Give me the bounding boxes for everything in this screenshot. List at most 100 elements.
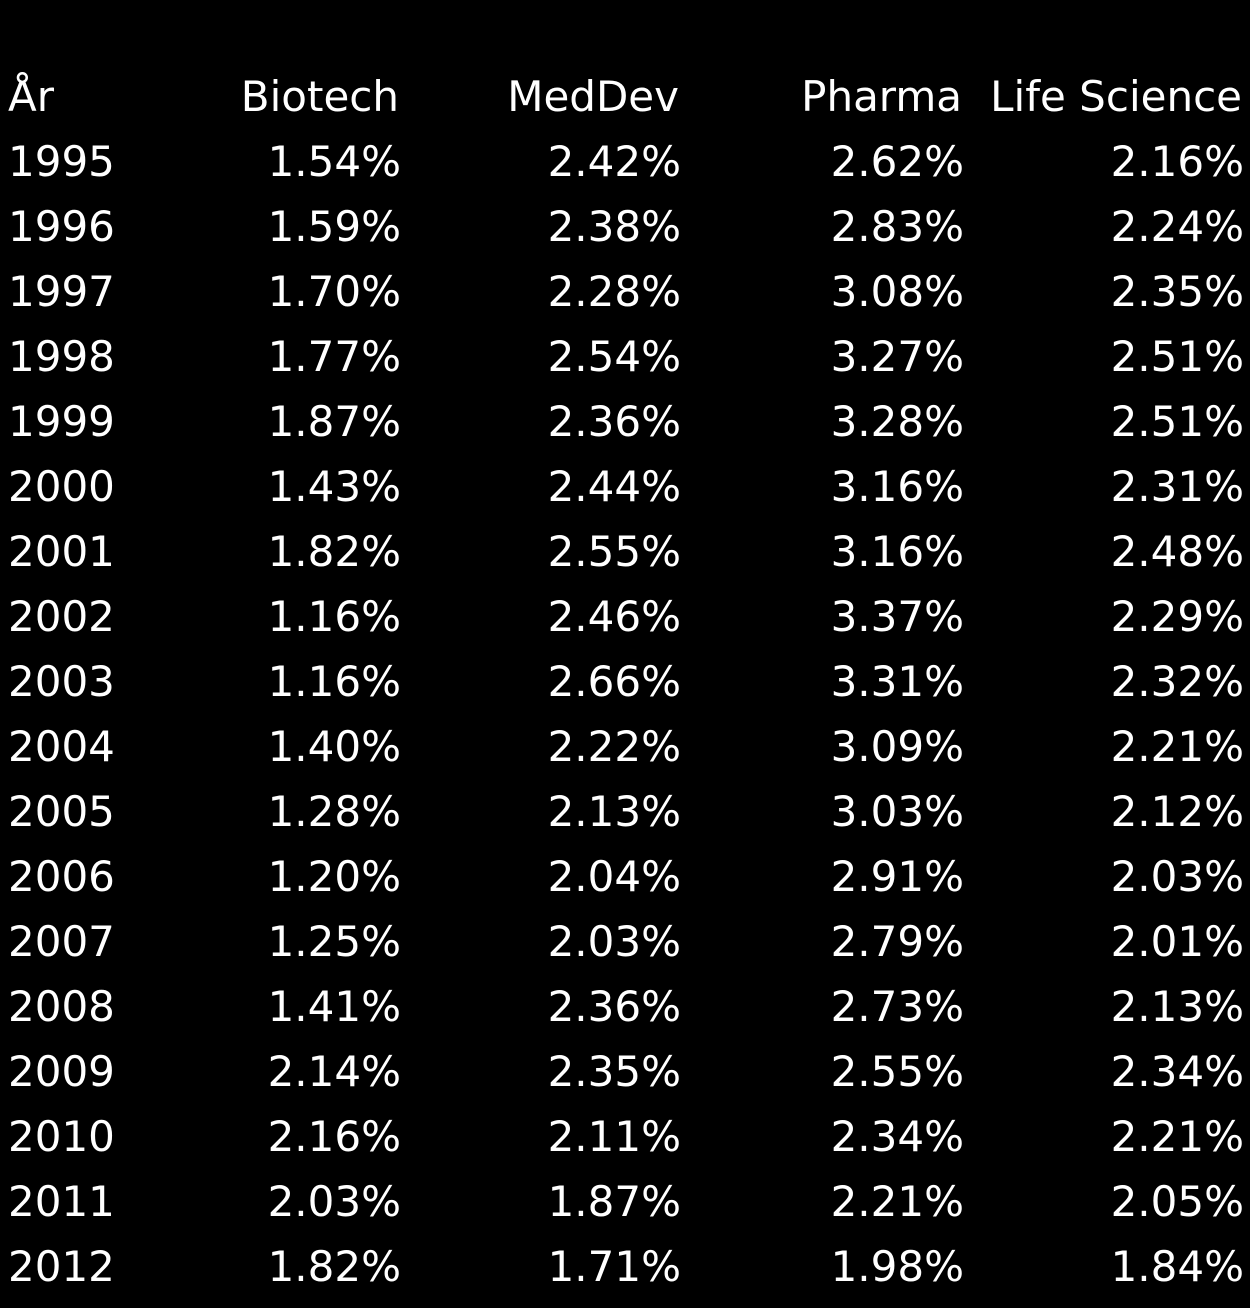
table-row: 2001 1.82% 2.55% 3.16% 2.48% <box>0 519 1250 584</box>
table-row: 1996 1.59% 2.38% 2.83% 2.24% <box>0 194 1250 259</box>
cell-meddev: 2.66% <box>547 657 681 706</box>
cell-meddev: 2.42% <box>547 137 681 186</box>
cell-life-science: 2.29% <box>1110 592 1244 641</box>
cell-year: 2008 <box>8 982 115 1031</box>
table-row: 2006 1.20% 2.04% 2.91% 2.03% <box>0 844 1250 909</box>
cell-life-science: 2.01% <box>1110 917 1244 966</box>
cell-biotech: 1.82% <box>267 527 401 576</box>
column-header-biotech: Biotech <box>240 72 399 121</box>
table-row: 2008 1.41% 2.36% 2.73% 2.13% <box>0 974 1250 1039</box>
table-row: 2005 1.28% 2.13% 3.03% 2.12% <box>0 779 1250 844</box>
cell-pharma: 2.73% <box>830 982 964 1031</box>
cell-life-science: 2.35% <box>1110 267 1244 316</box>
cell-life-science: 2.12% <box>1110 787 1244 836</box>
cell-pharma: 3.16% <box>830 462 964 511</box>
cell-life-science: 2.48% <box>1110 527 1244 576</box>
cell-biotech: 1.20% <box>267 852 401 901</box>
cell-life-science: 1.84% <box>1110 1242 1244 1291</box>
cell-pharma: 2.83% <box>830 202 964 251</box>
table-row: 2009 2.14% 2.35% 2.55% 2.34% <box>0 1039 1250 1104</box>
cell-biotech: 1.87% <box>267 397 401 446</box>
cell-life-science: 2.21% <box>1110 1112 1244 1161</box>
cell-pharma: 2.55% <box>830 1047 964 1096</box>
cell-pharma: 3.28% <box>830 397 964 446</box>
cell-pharma: 3.16% <box>830 527 964 576</box>
cell-biotech: 1.59% <box>267 202 401 251</box>
cell-life-science: 2.51% <box>1110 332 1244 381</box>
cell-pharma: 2.79% <box>830 917 964 966</box>
data-table: År Biotech MedDev Pharma Life Science 19… <box>0 64 1250 1299</box>
cell-life-science: 2.21% <box>1110 722 1244 771</box>
cell-year: 2000 <box>8 462 115 511</box>
cell-biotech: 1.77% <box>267 332 401 381</box>
column-header-year: År <box>8 72 54 121</box>
cell-biotech: 1.82% <box>267 1242 401 1291</box>
cell-biotech: 1.25% <box>267 917 401 966</box>
cell-life-science: 2.16% <box>1110 137 1244 186</box>
cell-meddev: 2.04% <box>547 852 681 901</box>
cell-meddev: 2.22% <box>547 722 681 771</box>
cell-meddev: 2.46% <box>547 592 681 641</box>
cell-biotech: 1.28% <box>267 787 401 836</box>
cell-year: 1996 <box>8 202 115 251</box>
cell-year: 2009 <box>8 1047 115 1096</box>
cell-biotech: 1.43% <box>267 462 401 511</box>
table-row: 1995 1.54% 2.42% 2.62% 2.16% <box>0 129 1250 194</box>
table-row: 2000 1.43% 2.44% 3.16% 2.31% <box>0 454 1250 519</box>
cell-meddev: 2.38% <box>547 202 681 251</box>
cell-meddev: 2.03% <box>547 917 681 966</box>
cell-meddev: 2.55% <box>547 527 681 576</box>
table-row: 2003 1.16% 2.66% 3.31% 2.32% <box>0 649 1250 714</box>
cell-biotech: 1.16% <box>267 592 401 641</box>
cell-life-science: 2.24% <box>1110 202 1244 251</box>
cell-biotech: 1.40% <box>267 722 401 771</box>
cell-biotech: 2.14% <box>267 1047 401 1096</box>
column-header-life-science: Life Science <box>990 72 1242 121</box>
table-row: 2004 1.40% 2.22% 3.09% 2.21% <box>0 714 1250 779</box>
cell-meddev: 2.11% <box>547 1112 681 1161</box>
cell-pharma: 2.62% <box>830 137 964 186</box>
cell-life-science: 2.51% <box>1110 397 1244 446</box>
table-row: 2010 2.16% 2.11% 2.34% 2.21% <box>0 1104 1250 1169</box>
cell-meddev: 2.36% <box>547 982 681 1031</box>
cell-meddev: 2.54% <box>547 332 681 381</box>
table-row: 1998 1.77% 2.54% 3.27% 2.51% <box>0 324 1250 389</box>
cell-biotech: 1.16% <box>267 657 401 706</box>
table-header-row: År Biotech MedDev Pharma Life Science <box>0 64 1250 129</box>
cell-life-science: 2.34% <box>1110 1047 1244 1096</box>
column-header-pharma: Pharma <box>801 72 962 121</box>
cell-year: 2010 <box>8 1112 115 1161</box>
cell-year: 1998 <box>8 332 115 381</box>
cell-year: 1995 <box>8 137 115 186</box>
cell-pharma: 3.27% <box>830 332 964 381</box>
cell-pharma: 3.09% <box>830 722 964 771</box>
cell-biotech: 2.16% <box>267 1112 401 1161</box>
cell-life-science: 2.03% <box>1110 852 1244 901</box>
cell-meddev: 1.71% <box>547 1242 681 1291</box>
cell-meddev: 2.35% <box>547 1047 681 1096</box>
cell-pharma: 2.91% <box>830 852 964 901</box>
cell-biotech: 1.70% <box>267 267 401 316</box>
cell-meddev: 1.87% <box>547 1177 681 1226</box>
table-row: 2011 2.03% 1.87% 2.21% 2.05% <box>0 1169 1250 1234</box>
cell-meddev: 2.13% <box>547 787 681 836</box>
cell-biotech: 1.54% <box>267 137 401 186</box>
cell-pharma: 3.37% <box>830 592 964 641</box>
cell-year: 2012 <box>8 1242 115 1291</box>
table-body: 1995 1.54% 2.42% 2.62% 2.16% 1996 1.59% 2.38% 2.… <box>0 129 1250 1299</box>
table-row: 2002 1.16% 2.46% 3.37% 2.29% <box>0 584 1250 649</box>
table-row: 2012 1.82% 1.71% 1.98% 1.84% <box>0 1234 1250 1299</box>
cell-year: 1997 <box>8 267 115 316</box>
cell-biotech: 2.03% <box>267 1177 401 1226</box>
table-row: 2007 1.25% 2.03% 2.79% 2.01% <box>0 909 1250 974</box>
cell-year: 2005 <box>8 787 115 836</box>
cell-life-science: 2.31% <box>1110 462 1244 511</box>
cell-pharma: 1.98% <box>830 1242 964 1291</box>
cell-biotech: 1.41% <box>267 982 401 1031</box>
cell-life-science: 2.05% <box>1110 1177 1244 1226</box>
cell-year: 2003 <box>8 657 115 706</box>
cell-year: 2004 <box>8 722 115 771</box>
cell-life-science: 2.32% <box>1110 657 1244 706</box>
column-header-meddev: MedDev <box>507 72 679 121</box>
cell-pharma: 2.21% <box>830 1177 964 1226</box>
